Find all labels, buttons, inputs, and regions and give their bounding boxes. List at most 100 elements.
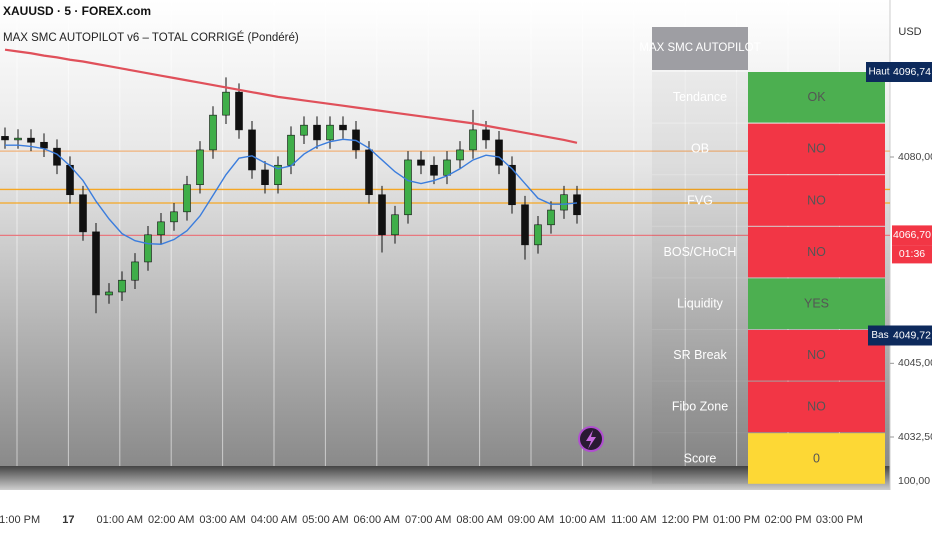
row-status-bg <box>748 330 885 381</box>
price-badge-label: 4049,72 <box>893 329 931 341</box>
table-title-bg <box>652 27 748 70</box>
price-badge <box>892 325 932 346</box>
row-label-bg <box>652 72 748 123</box>
row-label-bg <box>652 330 748 381</box>
row-label-bg <box>652 278 748 329</box>
candle-body <box>300 124 308 136</box>
candle-body <box>183 184 191 213</box>
candle-body <box>274 164 282 186</box>
candle-body <box>430 164 438 176</box>
row-label: OB <box>691 142 709 156</box>
symbol: XAUUSD · 5 · FOREX.com <box>3 4 151 18</box>
candle-body <box>326 124 334 141</box>
row-status: OK <box>807 90 826 104</box>
time-label: 02:00 PM <box>764 514 811 526</box>
candle-body <box>560 194 568 211</box>
row-status: NO <box>807 193 826 207</box>
price-badge-label: 4066,70 <box>893 229 931 241</box>
candle-body <box>365 149 373 196</box>
candle-body <box>27 137 35 143</box>
lower-pane-label: 100,00 <box>898 475 930 487</box>
price-badge <box>892 62 932 82</box>
candle-body <box>339 124 347 131</box>
time-label: 04:00 AM <box>251 514 297 526</box>
time-label: 01:00 AM <box>97 514 143 526</box>
row-status-bg <box>748 433 885 484</box>
candle-body <box>144 234 152 263</box>
row-label: BOS/CHoCH <box>664 245 737 259</box>
candle-body <box>209 114 217 151</box>
time-label: 07:00 AM <box>405 514 451 526</box>
candle-body <box>92 231 100 296</box>
status-table: MAX SMC AUTOPILOT Tendance OK OB NO FVG NO BOS/… <box>639 27 885 484</box>
row-status-bg <box>748 123 885 175</box>
candle-body <box>508 164 516 206</box>
candle-body <box>287 134 295 166</box>
candle-body <box>118 279 126 293</box>
row-status-bg <box>748 175 885 226</box>
indicator-name: MAX SMC AUTOPILOT v6 – TOTAL CORRIGÉ (Po… <box>3 31 299 44</box>
row-label-bg <box>652 175 748 226</box>
time-axis: 11:00 PM 17 01:00 AM 02:00 AM 03:00 AM 04:00 … <box>0 514 863 526</box>
grid <box>16 0 840 466</box>
time-label: 08:00 AM <box>456 514 502 526</box>
row-label-bg <box>652 433 748 484</box>
candle-body <box>170 211 178 223</box>
row-status: NO <box>807 245 826 259</box>
candle-body <box>482 129 490 141</box>
candle-body <box>105 291 113 296</box>
row-label: FVG <box>687 193 713 207</box>
row-label: SR Break <box>673 348 727 362</box>
badge-tag-bg <box>866 62 892 82</box>
candle-body <box>521 204 529 246</box>
candle-body <box>417 159 425 166</box>
candle-body <box>196 149 204 186</box>
candle-body <box>248 129 256 171</box>
countdown-bg <box>892 245 932 264</box>
row-label-bg <box>652 123 748 175</box>
candle-body <box>391 214 399 236</box>
time-label: 11:00 PM <box>0 514 40 526</box>
table-title: MAX SMC AUTOPILOT <box>639 42 760 54</box>
row-status-bg <box>748 278 885 329</box>
row-status: NO <box>807 400 826 414</box>
moving-average <box>4 48 578 144</box>
candle-body <box>469 129 477 151</box>
time-label: 11:00 AM <box>611 514 657 526</box>
candle-body <box>547 209 555 226</box>
time-label: 12:00 PM <box>662 514 709 526</box>
row-status: YES <box>804 296 829 310</box>
candle-body <box>404 159 412 216</box>
time-label: 17 <box>62 514 74 526</box>
candle-body <box>222 91 230 116</box>
candle-body <box>261 169 269 186</box>
time-label: 02:00 AM <box>148 514 194 526</box>
badge-tag-bg <box>868 325 892 346</box>
time-label: 10:00 AM <box>559 514 605 526</box>
time-label: 09:00 AM <box>508 514 554 526</box>
candle-body <box>443 159 451 176</box>
currency: USD <box>898 26 921 38</box>
moving-average <box>5 138 578 245</box>
row-label: Liquidity <box>677 296 724 310</box>
row-label: Tendance <box>673 90 727 104</box>
row-status: 0 <box>813 451 820 465</box>
row-status-bg <box>748 72 885 123</box>
candle-body <box>131 261 139 281</box>
row-status-bg <box>748 226 885 278</box>
lightning-icon[interactable] <box>578 426 604 452</box>
price-badge <box>892 225 932 246</box>
price-badge-label: 4096,74 <box>893 66 931 78</box>
time-label: 03:00 PM <box>816 514 863 526</box>
candle-body <box>14 137 22 141</box>
row-status-bg <box>748 381 885 433</box>
price-axis: 4080,00 4045,00 4032,50 USD 100,00 Haut 4096,7… <box>866 26 932 487</box>
time-label: 06:00 AM <box>354 514 400 526</box>
price-label: 4032,50 <box>898 431 932 443</box>
row-label-bg <box>652 226 748 278</box>
price-label: 4080,00 <box>898 151 932 163</box>
badge-tag: Haut <box>868 67 889 78</box>
candle-body <box>79 194 87 233</box>
